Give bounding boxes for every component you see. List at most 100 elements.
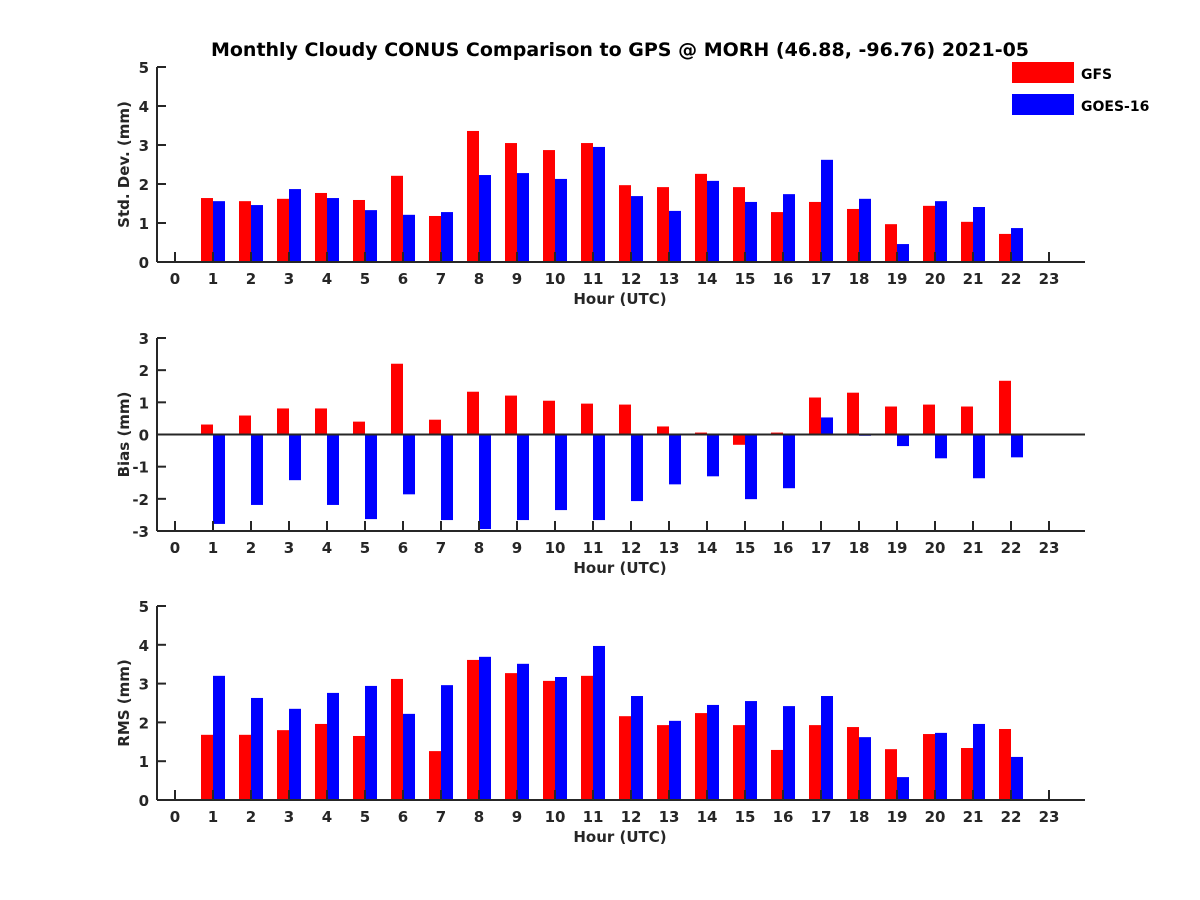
bar-rms-goes16-h5 [365, 685, 377, 800]
legend-label-goes16: GOES-16 [1081, 99, 1149, 115]
bar-bias-goes16-h7 [441, 434, 453, 521]
legend: GFS GOES-16 [1012, 62, 1149, 115]
x-tick-label-bias: 1 [208, 539, 218, 557]
bar-rms-gfs-h6 [391, 678, 403, 800]
bar-rms-goes16-h9 [517, 663, 529, 800]
bar-rms-gfs-h10 [543, 680, 555, 800]
x-axis-label-rms: Hour (UTC) [573, 828, 666, 846]
x-tick-label-rms: 14 [697, 808, 718, 826]
bar-std-goes16-h14 [707, 180, 719, 262]
bar-rms-gfs-h3 [277, 730, 289, 800]
bar-bias-goes16-h8 [479, 434, 491, 530]
bar-bias-goes16-h2 [251, 434, 263, 505]
bar-std-goes16-h6 [403, 214, 415, 262]
bar-std-goes16-h16 [783, 194, 795, 262]
y-tick-label-bias: 3 [139, 330, 149, 348]
y-tick-label-bias: 0 [139, 427, 149, 445]
x-tick-label-rms: 15 [735, 808, 756, 826]
x-tick-label-rms: 0 [170, 808, 180, 826]
bar-std-goes16-h10 [555, 178, 567, 262]
x-tick-label-rms: 3 [284, 808, 294, 826]
bar-std-gfs-h11 [581, 143, 593, 262]
x-tick-label-bias: 8 [474, 539, 484, 557]
bar-bias-gfs-h17 [809, 397, 821, 435]
bar-std-goes16-h19 [897, 244, 909, 262]
x-tick-label-std: 12 [621, 270, 642, 288]
y-tick-label-std: 3 [139, 137, 149, 155]
bar-rms-gfs-h11 [581, 675, 593, 800]
bar-rms-goes16-h22 [1011, 756, 1023, 800]
x-tick-label-std: 14 [697, 270, 718, 288]
bar-rms-goes16-h4 [327, 692, 339, 800]
legend-swatch-goes16 [1012, 94, 1074, 115]
x-tick-label-std: 13 [659, 270, 680, 288]
x-tick-label-bias: 13 [659, 539, 680, 557]
bar-rms-goes16-h8 [479, 656, 491, 800]
x-tick-label-bias: 17 [811, 539, 832, 557]
bar-std-gfs-h16 [771, 212, 783, 262]
bar-bias-goes16-h3 [289, 434, 301, 481]
bar-rms-goes16-h18 [859, 737, 871, 800]
bar-bias-goes16-h15 [745, 434, 757, 500]
bar-rms-gfs-h2 [239, 734, 251, 800]
bar-std-gfs-h4 [315, 192, 327, 262]
bar-std-gfs-h20 [923, 205, 935, 262]
bar-bias-gfs-h22 [999, 380, 1011, 435]
x-tick-label-rms: 4 [322, 808, 332, 826]
bar-std-goes16-h17 [821, 159, 833, 262]
bar-rms-goes16-h16 [783, 706, 795, 800]
x-tick-label-bias: 14 [697, 539, 718, 557]
bar-std-gfs-h6 [391, 175, 403, 262]
bar-rms-gfs-h18 [847, 727, 859, 800]
bar-bias-gfs-h1 [201, 424, 213, 435]
bar-bias-gfs-h18 [847, 392, 859, 435]
bar-rms-gfs-h5 [353, 735, 365, 800]
x-tick-label-bias: 18 [849, 539, 870, 557]
bar-rms-gfs-h22 [999, 728, 1011, 800]
x-tick-label-rms: 21 [963, 808, 984, 826]
x-tick-label-std: 0 [170, 270, 180, 288]
x-tick-label-rms: 5 [360, 808, 370, 826]
x-tick-label-rms: 19 [887, 808, 908, 826]
x-tick-label-std: 19 [887, 270, 908, 288]
bar-bias-goes16-h22 [1011, 434, 1023, 458]
bar-rms-gfs-h20 [923, 734, 935, 800]
x-tick-label-std: 18 [849, 270, 870, 288]
bar-bias-goes16-h12 [631, 434, 643, 502]
bar-rms-goes16-h2 [251, 697, 263, 800]
bar-rms-goes16-h3 [289, 708, 301, 800]
x-tick-label-rms: 13 [659, 808, 680, 826]
bar-std-gfs-h21 [961, 221, 973, 262]
bar-rms-goes16-h1 [213, 675, 225, 800]
y-axis-label-std: Std. Dev. (mm) [115, 101, 133, 228]
bar-std-gfs-h2 [239, 201, 251, 262]
bar-rms-gfs-h9 [505, 673, 517, 800]
bar-std-goes16-h20 [935, 201, 947, 262]
bar-std-gfs-h10 [543, 150, 555, 262]
y-tick-label-bias: -1 [132, 459, 149, 477]
bar-rms-gfs-h13 [657, 725, 669, 800]
x-tick-label-rms: 9 [512, 808, 522, 826]
x-tick-label-bias: 16 [773, 539, 794, 557]
bar-rms-gfs-h12 [619, 716, 631, 800]
y-tick-label-rms: 1 [139, 753, 149, 771]
x-tick-label-bias: 5 [360, 539, 370, 557]
x-tick-label-bias: 23 [1039, 539, 1060, 557]
x-tick-label-std: 7 [436, 270, 446, 288]
bar-bias-goes16-h14 [707, 434, 719, 477]
y-tick-label-std: 2 [139, 176, 149, 194]
bar-std-goes16-h3 [289, 189, 301, 262]
bar-bias-goes16-h10 [555, 434, 567, 511]
bar-std-goes16-h18 [859, 198, 871, 262]
bar-bias-gfs-h13 [657, 426, 669, 435]
bar-std-gfs-h12 [619, 185, 631, 262]
bar-bias-gfs-h5 [353, 421, 365, 435]
x-tick-label-rms: 22 [1001, 808, 1022, 826]
x-tick-label-rms: 20 [925, 808, 946, 826]
bar-rms-goes16-h20 [935, 732, 947, 800]
bar-rms-gfs-h15 [733, 725, 745, 800]
bar-bias-goes16-h11 [593, 434, 605, 521]
bar-rms-gfs-h8 [467, 659, 479, 800]
bar-std-gfs-h9 [505, 143, 517, 262]
x-tick-label-rms: 7 [436, 808, 446, 826]
